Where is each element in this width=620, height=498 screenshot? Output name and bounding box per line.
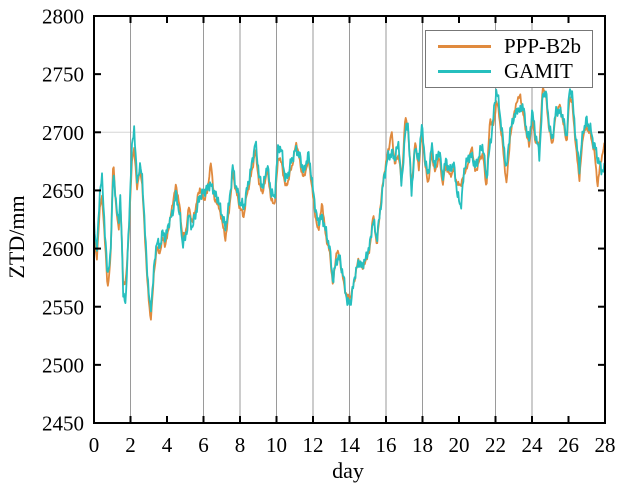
x-tick-label-2: 2 [125, 433, 136, 457]
y-tick-label-2500: 2500 [42, 353, 84, 377]
legend-line-sample [438, 44, 491, 48]
legend-line-sample [438, 70, 491, 74]
axis-ticks [93, 15, 606, 424]
x-tick-label-10: 10 [266, 433, 287, 457]
x-tick-label-6: 6 [198, 433, 209, 457]
legend-entry-gamit: GAMIT [426, 59, 592, 84]
x-tick-label-0: 0 [89, 433, 100, 457]
y-tick-label-2450: 2450 [42, 412, 84, 436]
x-tick-label-18: 18 [412, 433, 433, 457]
x-tick-label-16: 16 [376, 433, 397, 457]
legend-label: GAMIT [504, 59, 573, 84]
y-tick-label-2750: 2750 [42, 63, 84, 87]
data-series [94, 86, 605, 321]
y-tick-label-2600: 2600 [42, 237, 84, 261]
x-axis-title: day [332, 458, 364, 483]
legend-entry-ppp-b2b: PPP-B2b [426, 34, 592, 59]
y-tick-label-2550: 2550 [42, 295, 84, 319]
series-line-gamit [94, 88, 605, 313]
x-tick-label-12: 12 [303, 433, 324, 457]
x-tick-labels: 0 2 4 6 8 10 12 14 16 18 20 22 24 26 28 [89, 433, 616, 457]
y-tick-label-2800: 2800 [42, 5, 84, 29]
x-tick-label-28: 28 [595, 433, 616, 457]
x-tick-label-22: 22 [485, 433, 506, 457]
x-tick-label-26: 26 [558, 433, 579, 457]
y-tick-labels: 2450 2500 2550 2600 2650 2700 2750 2800 [42, 5, 84, 436]
legend-label: PPP-B2b [504, 33, 582, 58]
x-tick-label-24: 24 [522, 433, 544, 457]
series-line-ppp-b2b [94, 86, 605, 321]
y-tick-label-2650: 2650 [42, 179, 84, 203]
x-tick-label-8: 8 [235, 433, 246, 457]
x-tick-label-14: 14 [339, 433, 361, 457]
legend: PPP-B2b GAMIT [425, 30, 593, 88]
y-axis-title: ZTD/mm [4, 195, 29, 278]
x-tick-label-4: 4 [162, 433, 173, 457]
y-tick-label-2700: 2700 [42, 121, 84, 145]
x-tick-label-20: 20 [449, 433, 470, 457]
